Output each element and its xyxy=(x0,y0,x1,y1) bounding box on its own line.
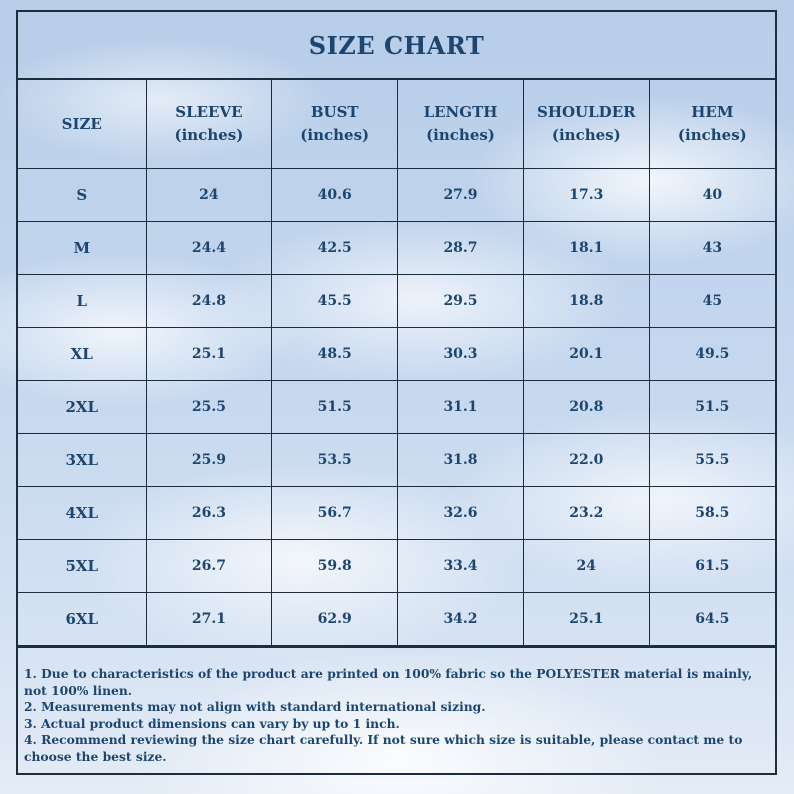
cell-length: 32.6 xyxy=(397,486,524,540)
cell-hem: 61.5 xyxy=(648,539,775,593)
table-row: 6XL 27.1 62.9 34.2 25.1 64.5 xyxy=(18,592,775,646)
cell-sleeve: 25.9 xyxy=(145,433,273,487)
cell-shoulder: 18.1 xyxy=(522,221,650,275)
cell-shoulder: 23.2 xyxy=(522,486,650,540)
cell-size: M xyxy=(18,221,147,275)
note-2: 2. Measurements may not align with stand… xyxy=(24,699,486,714)
cell-length: 30.3 xyxy=(397,327,524,381)
cell-shoulder: 25.1 xyxy=(522,592,650,646)
cell-length: 28.7 xyxy=(397,221,524,275)
cell-hem: 40 xyxy=(648,168,775,222)
cell-shoulder: 22.0 xyxy=(522,433,650,487)
cell-size: 5XL xyxy=(18,539,147,593)
cell-hem: 49.5 xyxy=(648,327,775,381)
cell-sleeve: 26.3 xyxy=(145,486,273,540)
cell-shoulder: 17.3 xyxy=(522,168,650,222)
table-row: 3XL 25.9 53.5 31.8 22.0 55.5 xyxy=(18,433,775,487)
table-row: 2XL 25.5 51.5 31.1 20.8 51.5 xyxy=(18,380,775,434)
size-table: SIZE SLEEVE (inches) BUST (inches) LENGT… xyxy=(18,80,775,646)
table-row: XL 25.1 48.5 30.3 20.1 49.5 xyxy=(18,327,775,381)
cell-bust: 59.8 xyxy=(271,539,399,593)
cell-length: 29.5 xyxy=(397,274,524,328)
cell-shoulder: 18.8 xyxy=(522,274,650,328)
header-size: SIZE xyxy=(18,80,147,169)
cell-sleeve: 27.1 xyxy=(145,592,273,646)
cell-bust: 42.5 xyxy=(271,221,399,275)
header-sleeve: SLEEVE (inches) xyxy=(145,80,273,169)
cell-length: 27.9 xyxy=(397,168,524,222)
header-bust: BUST (inches) xyxy=(271,80,399,169)
table-row: 5XL 26.7 59.8 33.4 24 61.5 xyxy=(18,539,775,593)
cell-hem: 45 xyxy=(648,274,775,328)
cell-bust: 51.5 xyxy=(271,380,399,434)
cell-size: 2XL xyxy=(18,380,147,434)
cell-sleeve: 25.5 xyxy=(145,380,273,434)
chart-title: SIZE CHART xyxy=(18,12,775,80)
cell-sleeve: 25.1 xyxy=(145,327,273,381)
cell-bust: 48.5 xyxy=(271,327,399,381)
header-shoulder: SHOULDER (inches) xyxy=(522,80,650,169)
cell-bust: 53.5 xyxy=(271,433,399,487)
note-4: 4. Recommend reviewing the size chart ca… xyxy=(24,732,743,764)
header-hem: HEM (inches) xyxy=(648,80,775,169)
cell-sleeve: 24.4 xyxy=(145,221,273,275)
header-length: LENGTH (inches) xyxy=(397,80,524,169)
cell-hem: 43 xyxy=(648,221,775,275)
cell-bust: 62.9 xyxy=(271,592,399,646)
table-row: M 24.4 42.5 28.7 18.1 43 xyxy=(18,221,775,275)
table-body: S 24 40.6 27.9 17.3 40 M 24.4 42.5 28.7 18.1 43 L 24.… xyxy=(18,168,775,646)
cell-length: 31.1 xyxy=(397,380,524,434)
note-1: 1. Due to characteristics of the product… xyxy=(24,666,753,698)
cell-sleeve: 24 xyxy=(145,168,273,222)
cell-shoulder: 20.1 xyxy=(522,327,650,381)
notes-section: 1. Due to characteristics of the product… xyxy=(18,646,775,765)
cell-bust: 45.5 xyxy=(271,274,399,328)
cell-shoulder: 20.8 xyxy=(522,380,650,434)
cell-size: L xyxy=(18,274,147,328)
size-chart-sheet: SIZE CHART SIZE SLEEVE (inches) BUST (in… xyxy=(16,10,777,775)
cell-length: 33.4 xyxy=(397,539,524,593)
note-3: 3. Actual product dimensions can vary by… xyxy=(24,715,400,731)
cell-sleeve: 26.7 xyxy=(145,539,273,593)
cell-hem: 58.5 xyxy=(648,486,775,540)
cell-sleeve: 24.8 xyxy=(145,274,273,328)
cell-bust: 56.7 xyxy=(271,486,399,540)
header-row: SIZE SLEEVE (inches) BUST (inches) LENGT… xyxy=(18,80,775,169)
cell-shoulder: 24 xyxy=(522,539,650,593)
cell-size: XL xyxy=(18,327,147,381)
cell-hem: 51.5 xyxy=(648,380,775,434)
cell-size: S xyxy=(18,168,147,222)
table-row: S 24 40.6 27.9 17.3 40 xyxy=(18,168,775,222)
cell-length: 31.8 xyxy=(397,433,524,487)
cell-hem: 55.5 xyxy=(648,433,775,487)
cell-length: 34.2 xyxy=(397,592,524,646)
cell-size: 4XL xyxy=(18,486,147,540)
table-row: 4XL 26.3 56.7 32.6 23.2 58.5 xyxy=(18,486,775,540)
cell-bust: 40.6 xyxy=(271,168,399,222)
table-row: L 24.8 45.5 29.5 18.8 45 xyxy=(18,274,775,328)
cell-size: 3XL xyxy=(18,433,147,487)
cell-size: 6XL xyxy=(18,592,147,646)
cell-hem: 64.5 xyxy=(648,592,775,646)
